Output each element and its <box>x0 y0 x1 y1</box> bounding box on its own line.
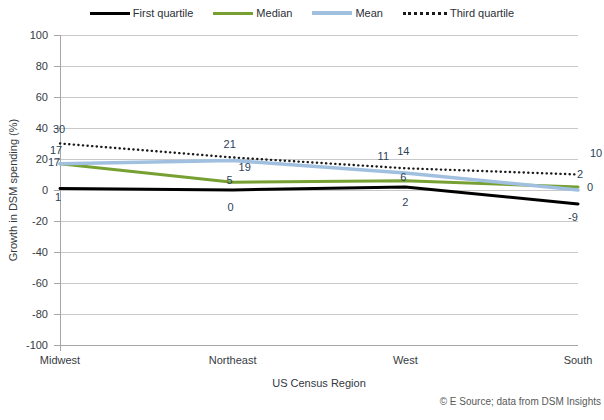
median-line-swatch-icon <box>213 12 253 15</box>
y-axis-tick-label: 80 <box>36 60 48 72</box>
data-label-median-west: 6 <box>400 171 406 183</box>
legend-item-median: Median <box>213 7 292 19</box>
y-axis-tick-label: 0 <box>42 184 48 196</box>
first-quartile-line-swatch-icon <box>90 12 130 15</box>
legend-label-third-quartile: Third quartile <box>450 7 514 19</box>
x-axis-label-northeast: Northeast <box>209 354 257 366</box>
mean-line-swatch-icon <box>312 11 352 15</box>
x-axis-label-midwest: Midwest <box>40 354 80 366</box>
y-axis-tick-label: 40 <box>36 122 48 134</box>
y-axis-tick-label: -100 <box>26 339 48 351</box>
data-label-third-quartile-midwest: 30 <box>53 123 65 135</box>
data-label-median-south: 2 <box>577 168 583 180</box>
legend-item-first-quartile: First quartile <box>90 7 194 19</box>
data-label-first-quartile-south: -9 <box>568 211 578 223</box>
y-axis-tick-label: 100 <box>30 29 48 41</box>
chart: First quartile Median Mean Third quartil… <box>0 0 604 420</box>
legend-label-mean: Mean <box>355 7 383 19</box>
series-line-first-quartile <box>60 187 578 204</box>
data-label-first-quartile-northeast: 0 <box>228 201 234 213</box>
legend-item-mean: Mean <box>312 7 383 19</box>
legend-item-third-quartile: Third quartile <box>403 7 514 19</box>
chart-legend: First quartile Median Mean Third quartil… <box>0 5 604 21</box>
data-label-first-quartile-midwest: 1 <box>55 191 61 203</box>
x-axis-title: US Census Region <box>60 377 578 389</box>
data-label-mean-midwest: 17 <box>50 144 62 156</box>
x-axis-label-west: West <box>393 354 418 366</box>
y-axis-tick-label: -40 <box>32 246 48 258</box>
data-label-third-quartile-northeast: 21 <box>224 138 236 150</box>
data-label-third-quartile-south: 10 <box>590 147 602 159</box>
data-label-mean-northeast: 19 <box>239 161 251 173</box>
y-axis-tick-label: 20 <box>36 153 48 165</box>
third-quartile-line-swatch-icon <box>403 12 447 15</box>
data-label-first-quartile-west: 2 <box>402 196 408 208</box>
y-axis-tick-label: 60 <box>36 91 48 103</box>
data-label-third-quartile-west: 14 <box>397 145 409 157</box>
legend-label-first-quartile: First quartile <box>133 7 194 19</box>
data-label-mean-south: 0 <box>587 181 593 193</box>
data-label-median-midwest: 17 <box>48 156 60 168</box>
source-credit: © E Source; data from DSM Insights <box>440 396 601 407</box>
plot-area: 100806040200-20-40-60-80-100MidwestNorth… <box>0 0 604 420</box>
x-axis-label-south: South <box>564 354 593 366</box>
y-axis-tick-label: -20 <box>32 215 48 227</box>
data-label-mean-west: 11 <box>378 150 389 162</box>
legend-label-median: Median <box>256 7 292 19</box>
data-label-median-northeast: 5 <box>227 174 233 186</box>
y-axis-tick-label: -80 <box>32 308 48 320</box>
y-axis-title: Growth in DSM spending (%) <box>7 35 21 345</box>
y-axis-tick-label: -60 <box>32 277 48 289</box>
